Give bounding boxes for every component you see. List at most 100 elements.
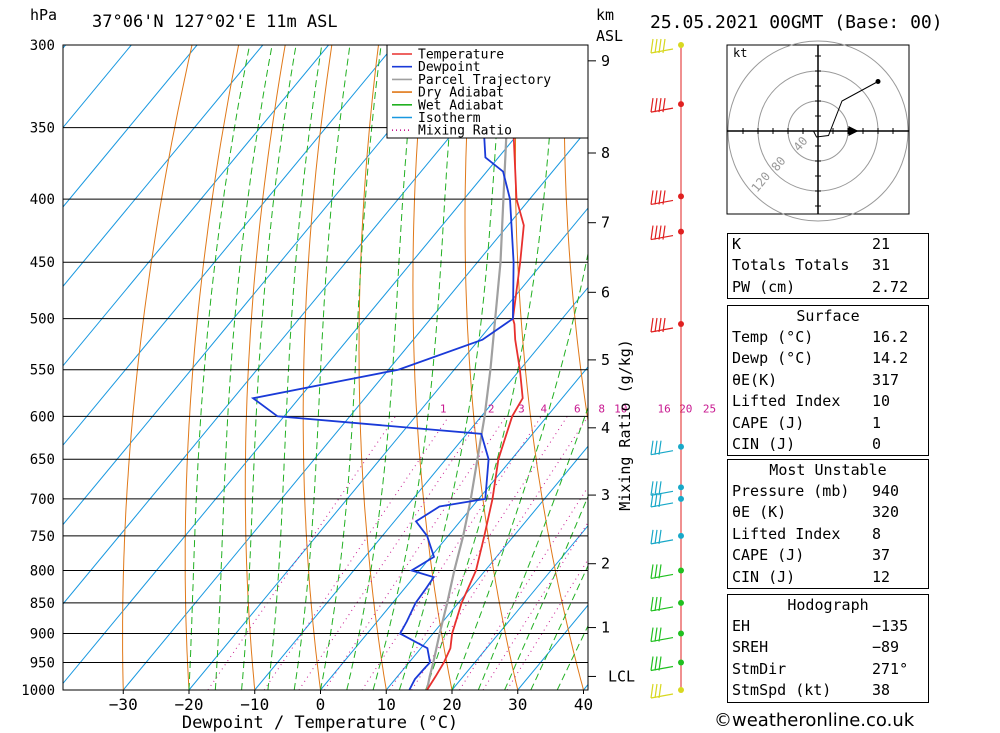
pressure-tick-label: 350: [30, 121, 55, 137]
surface-table: Surface Temp (°C) 16.2 Dewp (°C) 14.2 θE(K) 3…: [727, 305, 929, 457]
wind-level-dot: [678, 228, 684, 235]
stat-value: 317: [872, 370, 900, 389]
dry-adiabat-line: [302, 45, 333, 690]
x-tick-label: 40: [574, 695, 593, 714]
stat-row: Totals Totals 31: [728, 255, 928, 276]
isotherm-line: [451, 524, 588, 690]
stat-value: 1: [872, 413, 882, 432]
wind-barb: [650, 656, 674, 672]
stat-key: θE(K): [732, 370, 778, 389]
stat-value: 10: [872, 392, 891, 411]
stat-value: 8: [872, 524, 882, 543]
wind-level-dot: [678, 193, 684, 200]
mixing-ratio-label: 20: [679, 402, 692, 415]
pressure-tick-label: 500: [30, 312, 55, 328]
x-tick-label: 30: [508, 695, 527, 714]
stat-key: Totals Totals: [732, 256, 850, 275]
legend-entry: Mixing Ratio: [418, 124, 512, 139]
mixing-ratio-label: 25: [703, 402, 716, 415]
stat-row: K 21: [728, 234, 928, 255]
stat-key: θE (K): [732, 503, 787, 522]
pressure-tick-label: 700: [30, 492, 55, 508]
dry-adiabat-line: [122, 45, 193, 690]
stat-key: CIN (J): [732, 434, 796, 453]
stat-value: 320: [872, 503, 900, 522]
wind-barb: [650, 481, 674, 496]
legend-entry: Isotherm: [418, 111, 481, 126]
stat-row: CAPE (J) 1: [728, 413, 928, 434]
km-tick-label: 1: [601, 619, 610, 637]
stat-row: CIN (J) 12: [728, 567, 928, 588]
dry-adiabat-line: [358, 45, 387, 690]
wind-level-dot: [678, 687, 684, 693]
km-tick-label: 3: [601, 486, 610, 504]
mixing-ratio-label: 10: [614, 402, 627, 415]
stat-row: StmDir 271°: [728, 659, 928, 680]
wind-level-dot: [678, 320, 684, 327]
datetime-title: 25.05.2021 00GMT (Base: 00): [650, 12, 943, 33]
wind-barb: [650, 492, 674, 508]
wind-level-dot: [678, 443, 684, 450]
stat-value: 38: [872, 681, 891, 700]
pressure-unit-label: hPa: [30, 6, 58, 24]
hodograph-title: Hodograph: [787, 596, 869, 614]
x-tick-label: −30: [109, 695, 138, 714]
km-tick-label: 7: [601, 214, 610, 232]
sounding-series: [250, 45, 525, 690]
legend-entry: Parcel Trajectory: [418, 73, 551, 88]
indices-table: K 21 Totals Totals 31 PW (cm) 2.72: [727, 233, 929, 300]
pressure-tick-label: 300: [30, 38, 55, 54]
mixing-ratio-lines: [207, 416, 588, 690]
wind-level-dot: [678, 659, 684, 666]
isotherm-line: [63, 45, 198, 208]
wind-level-dot: [678, 495, 684, 502]
parcel-trajectory-line: [425, 45, 511, 690]
x-tick-label: 10: [377, 695, 396, 714]
stat-key: EH: [732, 617, 751, 635]
isotherm-line: [63, 45, 461, 526]
km-tick-label: 6: [601, 283, 610, 301]
stat-row: Pressure (mb) 940: [728, 481, 928, 502]
wind-barb: [650, 683, 674, 699]
dry-adiabat-line: [938, 45, 1000, 690]
dry-adiabat-line: [244, 45, 286, 690]
stat-key: Lifted Index: [732, 392, 841, 411]
y-axis-label: Mixing Ratio (g/kg): [616, 339, 634, 511]
stat-row: Dewp (°C) 14.2: [728, 348, 928, 369]
km-tick-label: LCL: [608, 667, 635, 685]
stat-value: −89: [872, 638, 900, 657]
pressure-tick-label: 650: [30, 452, 55, 468]
isotherm-line: [63, 45, 329, 367]
stat-row: StmSpd (kt) 38: [728, 680, 928, 701]
stat-value: 0: [872, 434, 882, 453]
surface-title: Surface: [796, 307, 860, 325]
wind-barb: [650, 529, 674, 545]
km-tick-label: 8: [601, 144, 610, 162]
pressure-tick-label: 400: [30, 192, 55, 208]
pressure-tick-label: 550: [30, 363, 55, 379]
wind-barb-column: [650, 38, 684, 699]
wind-barb: [650, 440, 674, 456]
axes-labels: 1 2 3 4 6 8 10 16 20 2530035040045050055060065070…: [21, 38, 716, 733]
stat-value: 37: [872, 546, 891, 565]
pressure-tick-label: 750: [30, 529, 55, 545]
dry-adiabat-line: [984, 45, 1000, 690]
stat-key: SREH: [732, 638, 769, 657]
wind-barb: [650, 190, 674, 206]
mixing-ratio-label: 4: [540, 402, 547, 415]
dry-adiabat-line: [563, 45, 588, 424]
footer-copyright: ©weatheronline.co.uk: [714, 710, 915, 731]
stat-row: SREH −89: [728, 637, 928, 658]
wind-barb: [650, 627, 674, 643]
wet-adiabat-line: [188, 45, 251, 690]
legend-entry: Temperature: [418, 48, 504, 63]
km-tick-label: 4: [601, 419, 610, 437]
stat-value: 12: [872, 567, 891, 586]
stat-key: K: [732, 235, 742, 253]
storm-motion-arrow: [848, 126, 859, 136]
stat-key: Temp (°C): [732, 328, 814, 346]
pressure-tick-label: 950: [30, 656, 55, 672]
